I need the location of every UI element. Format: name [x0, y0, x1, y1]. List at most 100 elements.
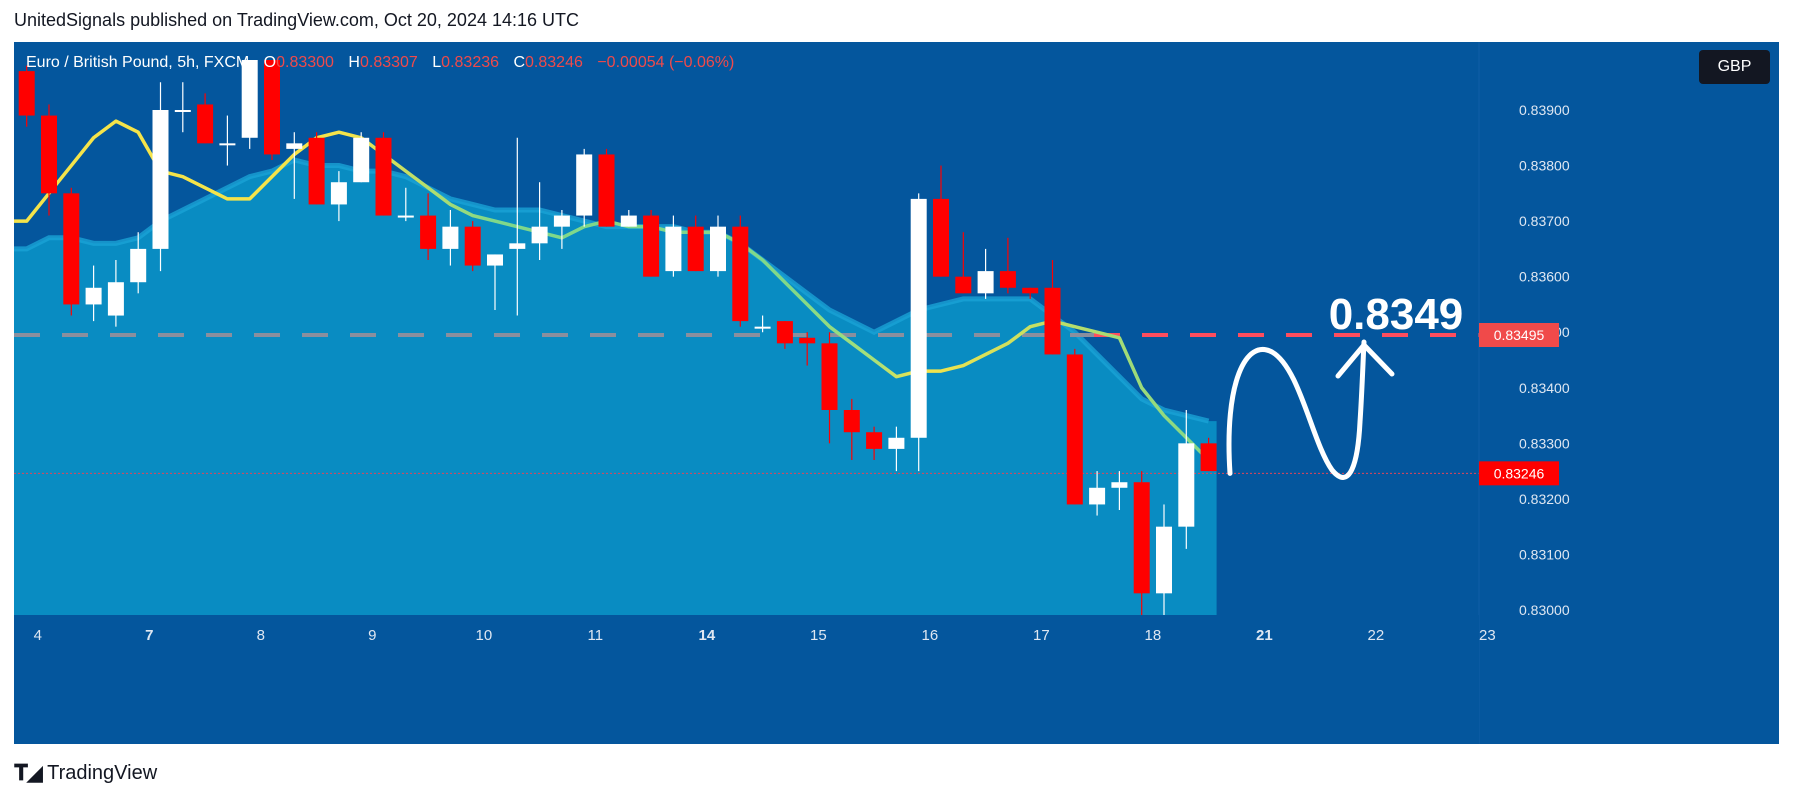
candle-body: [174, 110, 191, 112]
price-tick-label: 0.83800: [1519, 158, 1570, 174]
candle-body: [665, 226, 682, 272]
time-tick-label: 21: [1256, 627, 1273, 644]
time-tick-label: 4: [34, 627, 42, 644]
price-tick-label: 0.83700: [1519, 213, 1570, 229]
currency-button[interactable]: GBP: [1699, 50, 1770, 84]
time-tick-label: 14: [699, 627, 716, 644]
time-tick-label: 23: [1479, 627, 1496, 644]
candle-body: [420, 215, 437, 249]
price-tick-label: 0.83600: [1519, 269, 1570, 285]
price-labels: 0.83495 0.83246: [1479, 323, 1559, 486]
candle-body: [1111, 482, 1128, 488]
time-tick-label: 17: [1033, 627, 1050, 644]
symbol-name: Euro / British Pound, 5h, FXCM: [26, 54, 250, 71]
level-lines: [14, 333, 1479, 474]
candle-body: [487, 254, 503, 266]
price-label-box: [1479, 461, 1559, 486]
candle-body: [397, 215, 414, 218]
time-tick-label: 22: [1368, 627, 1385, 644]
price-tick-label: 0.83100: [1519, 546, 1570, 562]
tradingview-footer[interactable]: 𝐓◢ TradingView: [14, 760, 157, 786]
high-value: 0.83307: [359, 54, 418, 71]
candle-body: [1066, 354, 1083, 505]
candle-body: [1044, 287, 1061, 355]
candle-body: [910, 198, 927, 438]
candle-body: [1133, 482, 1150, 594]
price-tick-label: 0.83000: [1519, 602, 1570, 618]
price-tick-label: 0.83400: [1519, 380, 1570, 396]
price-tick-label: 0.83900: [1519, 102, 1570, 118]
candle-body: [353, 137, 370, 183]
price-tick-label: 0.83200: [1519, 491, 1570, 507]
low-label: L: [432, 54, 442, 71]
price-label-text: 0.83246: [1494, 465, 1545, 481]
close-value: 0.83246: [525, 54, 583, 71]
time-tick-label: 10: [476, 627, 493, 644]
band-fill: [14, 160, 1217, 615]
candle-body: [1178, 443, 1195, 527]
low-value: 0.83236: [441, 54, 500, 71]
candle-body: [63, 193, 80, 305]
time-tick-label: 11: [588, 627, 604, 644]
projection-wave: [1226, 339, 1367, 480]
candle-body: [1022, 287, 1039, 294]
candle-body: [843, 410, 860, 433]
brand-name: TradingView: [47, 761, 158, 784]
candle-body: [732, 226, 749, 322]
price-axis-panel[interactable]: [1479, 42, 1779, 744]
arrow-head-icon: [1335, 342, 1395, 379]
candle-body: [1156, 526, 1172, 594]
target-price-annotation: 0.8349: [1329, 290, 1464, 339]
chart-panel[interactable]: 0.830000.831000.832000.833000.834000.835…: [14, 42, 1779, 744]
symbol-legend[interactable]: Euro / British Pound, 5h, FXCM O0.83300 …: [26, 54, 734, 72]
candle-body: [286, 143, 303, 149]
time-tick-label: 7: [145, 627, 153, 644]
band-area: [14, 157, 1217, 615]
candle-body: [955, 276, 972, 294]
candle-body: [1200, 443, 1217, 472]
price-axis: 0.830000.831000.832000.833000.834000.835…: [1519, 102, 1570, 618]
candle-body: [598, 154, 615, 227]
candles: [18, 60, 1217, 622]
candle-body: [509, 243, 526, 249]
price-label-text: 0.83495: [1494, 327, 1545, 343]
open-label: O: [263, 54, 277, 71]
candle-body: [1089, 487, 1106, 505]
change-value: −0.00054 (−0.06%): [597, 54, 735, 71]
time-tick-label: 15: [810, 627, 827, 644]
candle-body: [553, 215, 570, 227]
candle-body: [821, 343, 838, 410]
candle-body: [41, 115, 57, 194]
candle-body: [330, 182, 347, 205]
candle-body: [888, 437, 905, 449]
band-upper-line: [14, 157, 1210, 424]
candle-body: [977, 271, 994, 294]
candle-body: [85, 287, 102, 305]
candle-body: [620, 215, 637, 227]
time-tick-label: 8: [257, 627, 265, 644]
time-axis-panel[interactable]: [14, 615, 1479, 744]
candle-body: [18, 71, 35, 116]
price-label-box: [1479, 323, 1559, 347]
candle-body: [241, 60, 258, 138]
candle-body: [308, 137, 325, 205]
time-tick-label: 16: [922, 627, 939, 644]
candle-body: [464, 226, 481, 266]
time-axis: 4 7 8 9 10 11 14 15 16 17 18 21 22 23: [34, 627, 1496, 644]
tradingview-logo-icon: 𝐓◢: [14, 760, 43, 785]
candle-body: [219, 143, 236, 146]
candle-body: [999, 271, 1016, 288]
candle-body: [710, 226, 726, 272]
candle-body: [933, 198, 949, 277]
high-label: H: [348, 54, 360, 71]
candle-body: [130, 248, 147, 283]
candle-body: [776, 321, 793, 344]
candle-body: [754, 326, 771, 329]
candle-body: [197, 104, 214, 144]
price-chart[interactable]: 0.830000.831000.832000.833000.834000.835…: [14, 42, 1779, 744]
publisher-header: UnitedSignals published on TradingView.c…: [14, 10, 580, 30]
projection-drawing: [1226, 339, 1395, 480]
candle-body: [866, 432, 883, 449]
candle-body: [375, 137, 392, 216]
candle-body: [531, 226, 548, 244]
